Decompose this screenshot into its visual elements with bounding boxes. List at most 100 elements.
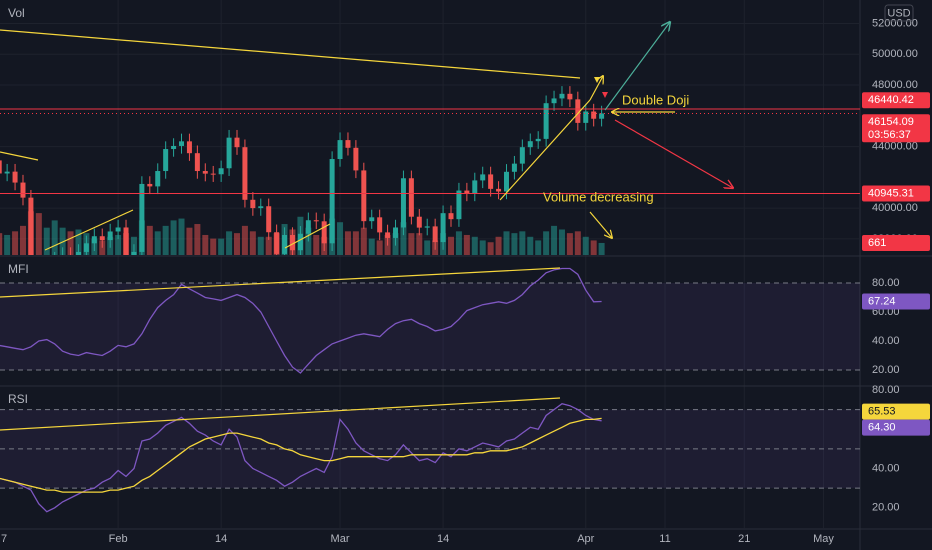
price-badge-label: 46154.09 (868, 116, 914, 128)
y-tick-label: 80.00 (872, 277, 900, 289)
candle-body (91, 236, 97, 244)
volume-bar (566, 233, 573, 255)
candle-body (274, 232, 280, 254)
x-tick-label: Feb (109, 533, 128, 545)
candle-body (345, 140, 351, 148)
candle-body (266, 206, 272, 233)
indicator-line (0, 402, 602, 513)
volume-bar (487, 242, 494, 255)
candle-body (583, 111, 589, 123)
price-badge (862, 403, 930, 420)
x-tick-label: Apr (577, 533, 594, 545)
volume-bar (51, 220, 58, 255)
candle-body (511, 163, 517, 172)
price-badge-label: 64.30 (868, 421, 896, 433)
volume-bar (455, 231, 462, 255)
volume-bar (511, 233, 518, 255)
candle-body (456, 190, 462, 220)
x-tick-label: May (813, 533, 834, 545)
y-tick-label: 52000.00 (872, 17, 918, 29)
price-badge (862, 185, 930, 202)
candle-body (4, 171, 10, 174)
candle-body (226, 137, 232, 169)
price-badge-label: 46440.42 (868, 94, 914, 106)
panel-title: RSI (8, 392, 28, 406)
panel (0, 402, 860, 513)
volume-bar (241, 225, 248, 255)
volume-bar (43, 227, 50, 255)
volume-bar (178, 218, 185, 255)
volume-bar (115, 234, 122, 255)
arrow (589, 76, 603, 101)
level-band (0, 282, 860, 371)
volume-bar (448, 236, 455, 255)
candle-body (171, 145, 177, 150)
candle-body (0, 160, 2, 174)
candle-body (329, 159, 335, 244)
panel-title: Vol (8, 6, 25, 20)
y-tick-label: 40.00 (872, 462, 900, 474)
candle-body (313, 220, 319, 222)
price-badge (862, 293, 930, 310)
x-tick-label: Mar (331, 533, 350, 545)
trend-line (44, 209, 134, 251)
volume-bar (400, 222, 407, 255)
volume-bar (19, 225, 26, 255)
volume-bar (416, 233, 423, 255)
volume-bar (519, 231, 526, 255)
candle-body (559, 93, 565, 99)
volume-bar (590, 240, 597, 255)
candle-body (448, 213, 454, 220)
y-tick-label: 80.00 (872, 384, 900, 396)
volume-bar (360, 227, 367, 255)
volume-bar (471, 236, 478, 255)
price-badge-label: 40945.31 (868, 187, 914, 199)
candle-body (440, 213, 446, 243)
price-badge-label: 661 (868, 237, 886, 249)
trend-line (0, 397, 561, 431)
candle-body (179, 141, 185, 146)
price-badge-label: 67.24 (868, 295, 896, 307)
candle-body (432, 226, 438, 243)
x-tick-label: 7 (1, 533, 7, 545)
candle-body (519, 147, 525, 164)
panel-title: MFI (8, 262, 29, 276)
volume-bar (408, 233, 415, 255)
arrow (614, 119, 733, 188)
volume-bar (313, 234, 320, 255)
volume-bar (503, 231, 510, 255)
candle-body (591, 111, 597, 119)
volume-bar (337, 222, 344, 255)
volume-bar (249, 231, 256, 255)
candle-body (12, 171, 18, 183)
candle-body (258, 206, 264, 209)
countdown: 03:56:37 (868, 129, 911, 141)
candle-body (186, 141, 192, 154)
trend-line (284, 223, 331, 249)
candle-body (194, 153, 200, 172)
candle-body (464, 190, 470, 194)
candle-body (250, 199, 256, 209)
candle-body (242, 147, 248, 200)
price-badge (862, 92, 930, 109)
candle-body (400, 178, 406, 228)
candle-body (234, 137, 240, 148)
volume-bar (463, 234, 470, 255)
candle-body (480, 174, 486, 181)
candle-body (202, 171, 208, 174)
trend-line (499, 99, 591, 201)
candle-body (28, 197, 34, 255)
volume-bar (170, 220, 177, 255)
panel (0, 23, 860, 255)
x-tick-label: 14 (437, 533, 449, 545)
volume-bar (75, 229, 82, 255)
volume-bar (574, 231, 581, 255)
volume-bar (344, 231, 351, 255)
volume-bar (582, 236, 589, 255)
indicator-line (0, 267, 602, 374)
volume-bar (186, 227, 193, 255)
candle-body (551, 98, 557, 104)
candle-body (83, 243, 89, 252)
